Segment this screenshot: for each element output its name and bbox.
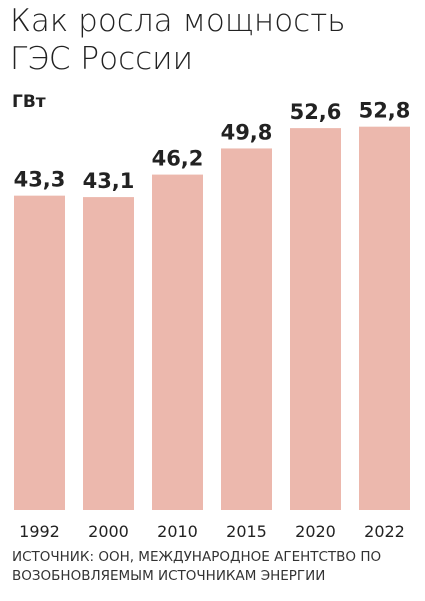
value-label: 49,8: [221, 120, 273, 144]
x-tick-label: 2020: [295, 522, 336, 541]
bar: [152, 174, 203, 510]
bar: [83, 197, 134, 510]
bar: [14, 195, 65, 510]
value-label: 43,1: [83, 169, 135, 193]
bar: [221, 148, 272, 510]
x-tick-label: 2015: [226, 522, 267, 541]
bar: [290, 128, 341, 510]
x-tick-label: 2022: [364, 522, 405, 541]
source-note: ИСТОЧНИК: ООН, МЕЖДУНАРОДНОЕ АГЕНТСТВО П…: [12, 549, 382, 584]
x-tick-label: 2010: [157, 522, 198, 541]
value-label: 52,8: [359, 99, 411, 123]
chart-title: Как росла мощность ГЭС России: [10, 3, 346, 77]
y-axis-label: ГВт: [12, 92, 46, 112]
x-tick-label: 2000: [88, 522, 129, 541]
value-label: 43,3: [14, 168, 66, 192]
value-label: 52,6: [290, 100, 342, 124]
bar: [359, 126, 410, 510]
x-tick-label: 1992: [19, 522, 60, 541]
value-label: 46,2: [152, 147, 204, 171]
